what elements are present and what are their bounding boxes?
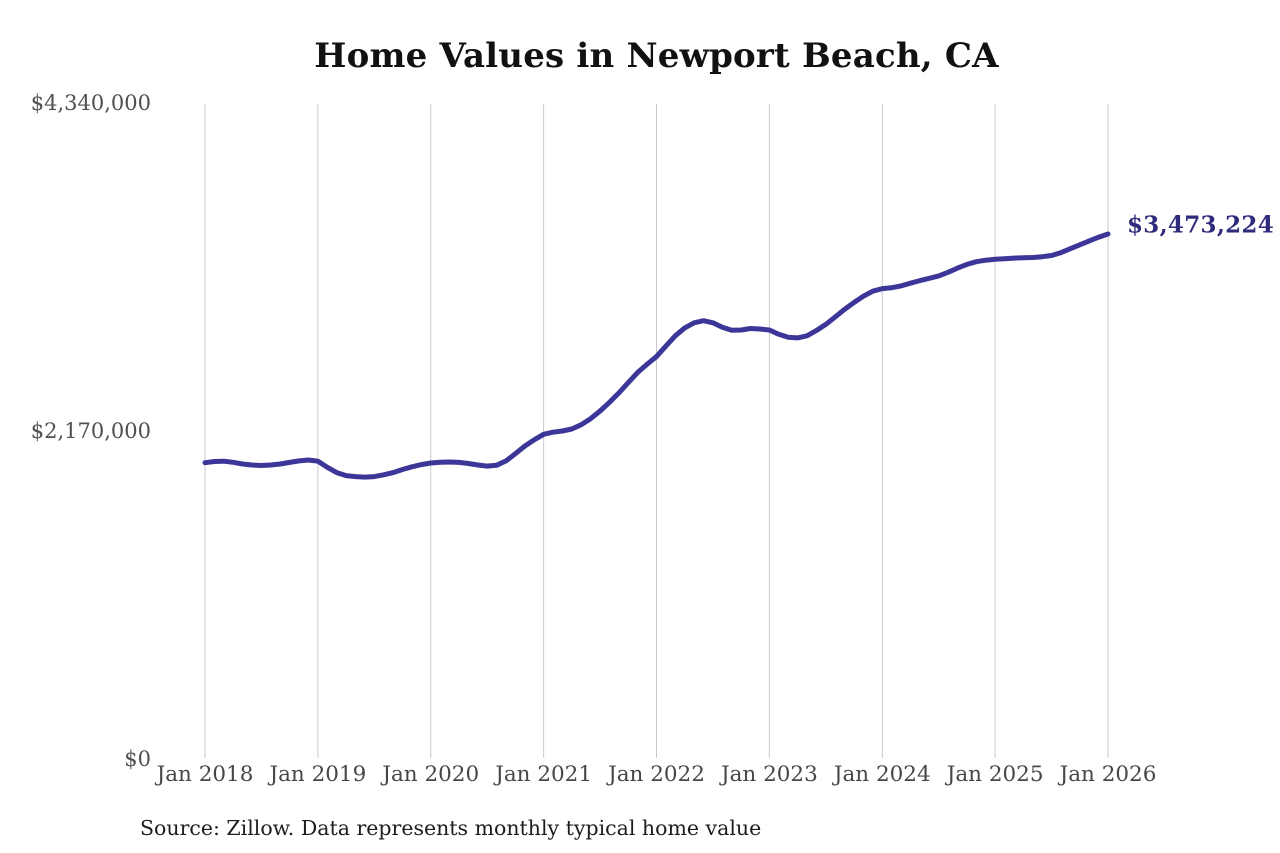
source-note: Source: Zillow. Data represents monthly … [140,816,762,840]
x-tick-label: Jan 2018 [156,762,254,787]
home-value-line [202,231,1111,480]
latest-value-label: $3,473,224 [1127,211,1275,239]
x-tick-label: Jan 2022 [608,762,705,787]
gridlines [204,104,1109,758]
y-tick-label: $0 [124,747,151,771]
chart-title: Home Values in Newport Beach, CA [314,36,999,76]
x-tick-label: Jan 2019 [269,762,367,787]
y-tick-label: $2,170,000 [30,419,151,443]
y-tick-label: $4,340,000 [30,91,151,115]
x-tick-label: Jan 2023 [720,762,818,787]
x-tick-label: Jan 2025 [946,762,1044,787]
x-tick-label: Jan 2026 [1059,762,1157,787]
x-tick-label: Jan 2021 [495,762,593,787]
x-tick-label: Jan 2024 [833,762,931,787]
x-tick-label: Jan 2020 [382,762,480,787]
